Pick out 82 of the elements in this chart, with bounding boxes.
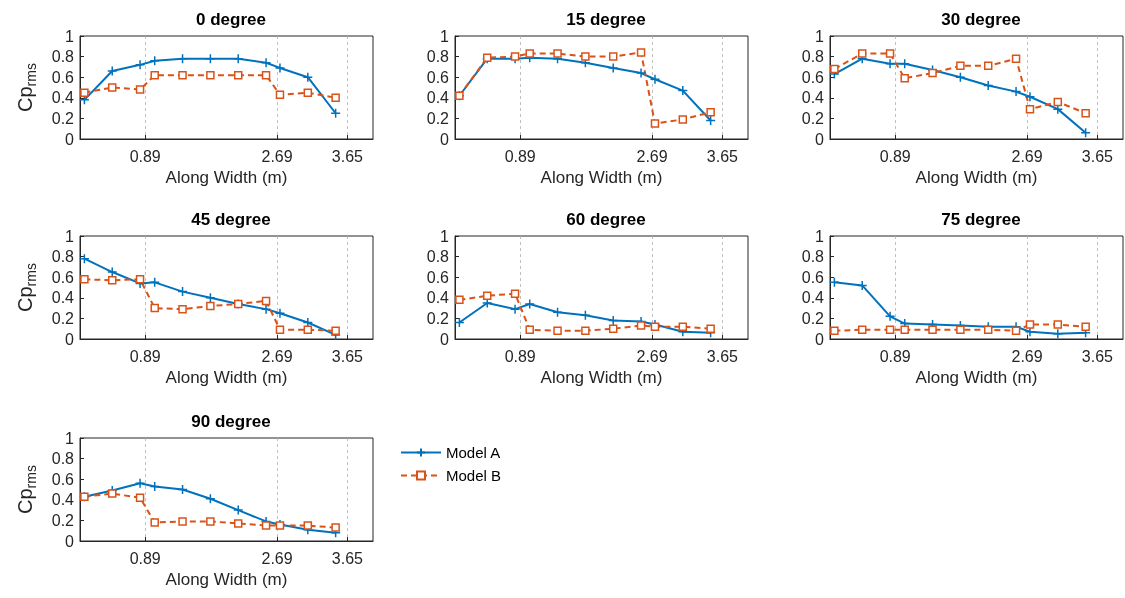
y-tick-label: 0 [440, 130, 450, 148]
x-tick-label: 2.69 [636, 147, 668, 165]
chart-title: 15 degree [566, 10, 646, 29]
y-tick-label: 0.6 [801, 68, 825, 86]
y-tick-label: 0.6 [51, 470, 75, 488]
y-tick-label: 1 [65, 227, 75, 245]
x-tick-label: 0.89 [129, 147, 161, 165]
y-tick-label: 0.4 [801, 289, 825, 307]
y-tick-label: 0.4 [801, 89, 825, 107]
y-tick-label: 0.8 [426, 48, 450, 66]
x-axis-title: Along Width (m) [165, 368, 288, 387]
y-axis-title: Cprms [14, 263, 39, 312]
y-tick-label: 0.6 [51, 268, 75, 286]
x-tick-label: 3.65 [331, 147, 364, 165]
x-tick-label: 2.69 [261, 549, 293, 567]
x-axis-title: Along Width (m) [540, 168, 663, 187]
x-tick-label: 2.69 [1011, 147, 1043, 165]
y-tick-label: 0.2 [51, 309, 75, 327]
legend-label: Model A [446, 444, 501, 461]
x-tick-label: 3.65 [706, 347, 739, 365]
y-tick-label: 0.2 [801, 309, 825, 327]
chart-title: 75 degree [941, 210, 1021, 229]
y-tick-label: 0 [815, 330, 825, 348]
x-tick-label: 3.65 [1081, 347, 1114, 365]
y-tick-label: 0.8 [51, 48, 75, 66]
x-tick-label: 0.89 [879, 347, 911, 365]
y-tick-label: 0 [65, 330, 75, 348]
x-axis-title: Along Width (m) [540, 368, 663, 387]
y-tick-label: 0.8 [801, 48, 825, 66]
y-tick-label: 0 [440, 330, 450, 348]
y-tick-label: 0 [815, 130, 825, 148]
x-tick-label: 3.65 [331, 347, 364, 365]
y-tick-label: 0.4 [51, 289, 75, 307]
chart-title: 30 degree [941, 10, 1021, 29]
x-tick-label: 3.65 [1081, 147, 1114, 165]
y-tick-label: 0.8 [426, 248, 450, 266]
x-axis-title: Along Width (m) [165, 168, 288, 187]
y-tick-label: 0.4 [51, 491, 75, 509]
x-tick-label: 2.69 [261, 147, 293, 165]
y-tick-label: 1 [65, 27, 75, 45]
y-tick-label: 0.4 [51, 89, 75, 107]
y-tick-label: 0.8 [51, 450, 75, 468]
y-tick-label: 0.6 [426, 68, 450, 86]
y-tick-label: 1 [815, 227, 825, 245]
y-tick-label: 1 [440, 227, 450, 245]
y-tick-label: 1 [815, 27, 825, 45]
y-tick-label: 0.2 [51, 511, 75, 529]
y-tick-label: 0 [65, 130, 75, 148]
y-tick-label: 1 [65, 429, 75, 447]
y-tick-label: 0.2 [801, 109, 825, 127]
x-tick-label: 0.89 [504, 147, 536, 165]
y-tick-label: 0.2 [426, 309, 450, 327]
y-axis-title: Cprms [14, 63, 39, 112]
x-tick-label: 0.89 [879, 147, 911, 165]
y-tick-label: 1 [440, 27, 450, 45]
x-tick-label: 2.69 [1011, 347, 1043, 365]
y-tick-label: 0.2 [426, 109, 450, 127]
x-tick-label: 3.65 [331, 549, 364, 567]
chart-title: 90 degree [191, 412, 271, 431]
chart-title: 0 degree [196, 10, 266, 29]
chart-title: 45 degree [191, 210, 271, 229]
y-tick-label: 0.4 [426, 289, 450, 307]
y-tick-label: 0.4 [426, 89, 450, 107]
legend-label: Model B [446, 467, 502, 484]
y-tick-label: 0.2 [51, 109, 75, 127]
y-axis-title: Cprms [14, 465, 39, 514]
x-tick-label: 2.69 [261, 347, 293, 365]
x-axis-title: Along Width (m) [165, 570, 288, 589]
x-tick-label: 0.89 [504, 347, 536, 365]
y-tick-label: 0.8 [51, 248, 75, 266]
x-tick-label: 0.89 [129, 347, 161, 365]
x-axis-title: Along Width (m) [915, 368, 1038, 387]
x-tick-label: 3.65 [706, 147, 739, 165]
y-tick-label: 0.8 [801, 248, 825, 266]
x-axis-title: Along Width (m) [915, 168, 1038, 187]
x-tick-label: 0.89 [129, 549, 161, 567]
x-tick-label: 2.69 [636, 347, 668, 365]
y-tick-label: 0.6 [426, 268, 450, 286]
y-tick-label: 0.6 [51, 68, 75, 86]
y-tick-label: 0 [65, 532, 75, 550]
y-tick-label: 0.6 [801, 268, 825, 286]
chart-title: 60 degree [566, 210, 646, 229]
